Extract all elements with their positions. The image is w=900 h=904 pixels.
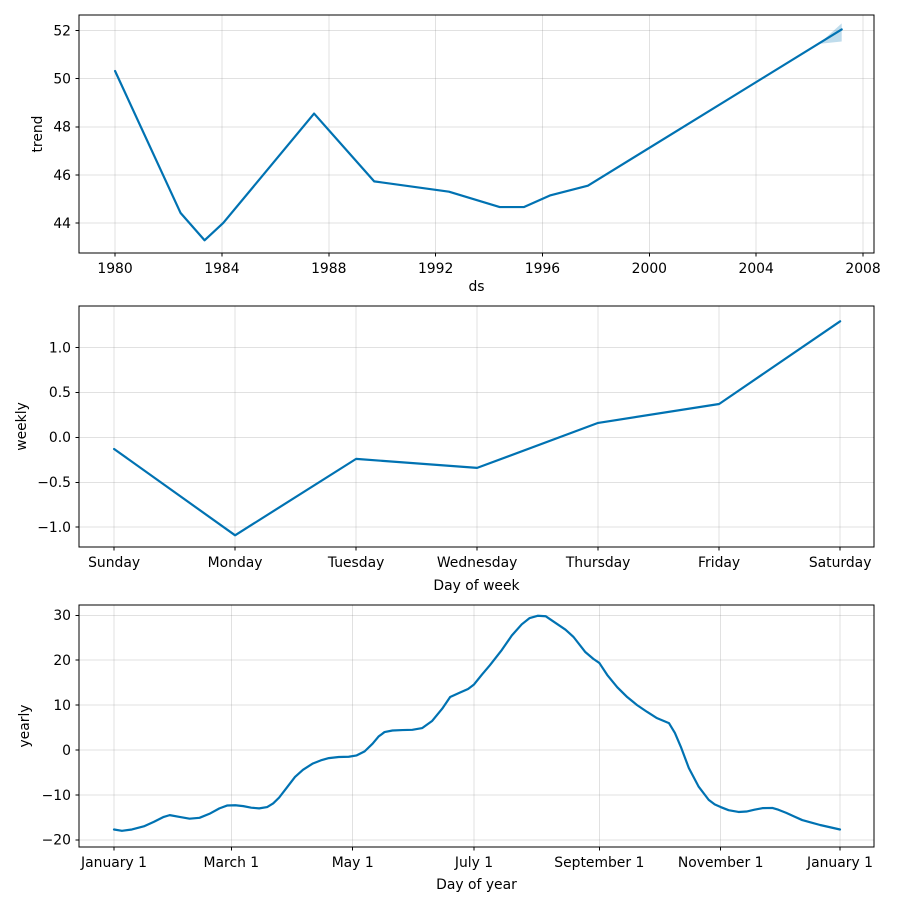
- x-tick-label: 1992: [418, 261, 453, 277]
- trend-xlabel: ds: [468, 279, 484, 295]
- trend-ylabel: trend: [30, 115, 46, 152]
- y-tick-label: 52: [53, 24, 71, 40]
- y-tick-label: −10: [42, 788, 71, 804]
- x-tick-label: May 1: [332, 855, 374, 871]
- trend-uncertainty-band: [818, 23, 842, 44]
- x-tick-label: Tuesday: [327, 555, 385, 571]
- x-tick-label: January 1: [80, 855, 147, 871]
- x-tick-label: Thursday: [565, 555, 631, 571]
- x-tick-label: 2000: [632, 261, 667, 277]
- y-tick-label: 50: [53, 72, 71, 88]
- yearly-xlabel: Day of year: [436, 877, 517, 893]
- yearly-axes-box: [78, 604, 875, 848]
- x-tick-label: 1980: [97, 261, 132, 277]
- y-tick-label: 44: [53, 216, 71, 232]
- x-tick-label: 1988: [311, 261, 346, 277]
- x-tick-label: Saturday: [809, 555, 872, 571]
- weekly-xlabel: Day of week: [433, 578, 519, 594]
- x-tick-label: November 1: [678, 855, 764, 871]
- x-tick-label: 1996: [525, 261, 560, 277]
- x-tick-label: Friday: [698, 555, 740, 571]
- weekly-line: [112, 320, 842, 537]
- y-tick-label: −1.0: [37, 520, 71, 536]
- y-tick-label: 0: [62, 743, 71, 759]
- panel-weekly: Sunday Monday Tuesday Wednesday Thursday Frid…: [14, 305, 875, 594]
- weekly-ylabel: weekly: [14, 402, 30, 451]
- x-tick-label: 1984: [204, 261, 240, 277]
- x-tick-label: Sunday: [88, 555, 140, 571]
- x-tick-label: 2008: [845, 261, 880, 277]
- y-tick-label: 30: [53, 608, 71, 624]
- y-tick-label: 10: [53, 698, 71, 714]
- x-tick-label: March 1: [204, 855, 260, 871]
- trend-line: [113, 28, 843, 242]
- y-tick-label: 20: [53, 653, 71, 669]
- x-tick-label: January 1: [806, 855, 873, 871]
- yearly-ylabel: yearly: [17, 704, 33, 747]
- y-tick-label: 0.0: [49, 430, 71, 446]
- yearly-line: [112, 614, 842, 832]
- x-tick-label: July 1: [454, 855, 493, 871]
- weekly-axes-box: [78, 305, 875, 548]
- panel-yearly: January 1 March 1 May 1 July 1 September 1 No…: [17, 604, 875, 893]
- x-tick-label: Wednesday: [437, 555, 517, 571]
- y-tick-label: 46: [53, 168, 71, 184]
- y-tick-label: 0.5: [49, 385, 71, 401]
- y-tick-label: 48: [53, 120, 71, 136]
- x-tick-label: 2004: [739, 261, 775, 277]
- y-tick-label: −20: [42, 833, 71, 849]
- x-tick-label: Monday: [208, 555, 263, 571]
- panel-trend: 1980 1984 1988 1992 1996 2000 2004 2008 44 46 48 50…: [30, 14, 881, 295]
- y-tick-label: 1.0: [49, 340, 71, 356]
- trend-axes-box: [78, 14, 875, 254]
- x-tick-label: September 1: [554, 855, 644, 871]
- y-tick-label: −0.5: [37, 475, 71, 491]
